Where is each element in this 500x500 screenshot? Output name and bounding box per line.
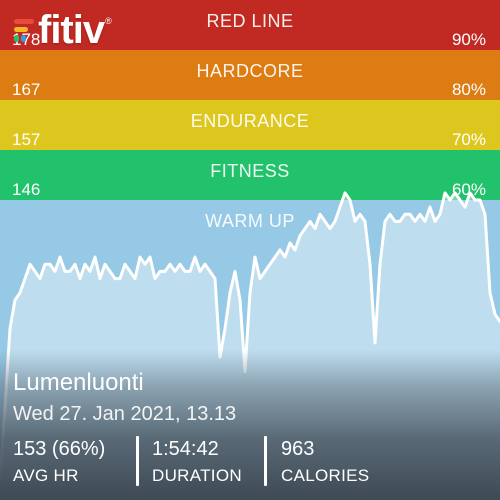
zone-text-warm-up: WARM UP — [0, 200, 500, 250]
heart-rate-line — [0, 191, 500, 481]
zone-band-red-line — [0, 0, 500, 50]
stat-calories: 963 CALORIES — [281, 438, 369, 486]
zone-text-red-line: RED LINE 178 90% — [0, 0, 500, 50]
zone-text-fitness: FITNESS 146 60% — [0, 150, 500, 200]
zone-label: WARM UP — [205, 211, 295, 231]
zone-text-hardcore: HARDCORE 167 80% — [0, 50, 500, 100]
zone-band-hardcore — [0, 50, 500, 100]
zone-label: HARDCORE — [196, 61, 304, 81]
zone-label: FITNESS — [210, 161, 290, 181]
zone-band-fitness — [0, 150, 500, 200]
zone-hr-threshold: 157 — [12, 130, 41, 149]
stat-avg-hr: 153 (66%) AVG HR — [13, 438, 105, 486]
activity-summary-panel — [0, 350, 500, 500]
fitiv-logo: fitiv ® — [12, 10, 112, 50]
zone-text-endurance: ENDURANCE 157 70% — [0, 100, 500, 150]
zone-hr-percent: 70% — [451, 130, 486, 149]
zone-hr-percent: 90% — [451, 30, 486, 49]
stat-value: 963 — [281, 438, 315, 460]
fitiv-logo-icon — [14, 19, 34, 42]
zone-hr-threshold: 167 — [12, 80, 41, 99]
stat-duration: 1:54:42 DURATION — [152, 438, 242, 486]
stat-value: 1:54:42 — [152, 438, 219, 460]
stat-value: 153 (66%) — [13, 438, 106, 460]
stat-label: DURATION — [152, 466, 242, 485]
zone-hr-percent: 60% — [451, 180, 486, 199]
activity-date: Wed 27. Jan 2021, 13.13 — [13, 403, 237, 425]
logo-wordmark: fitiv — [38, 8, 105, 52]
stat-divider — [264, 436, 267, 486]
zone-label: RED LINE — [206, 11, 294, 31]
stat-divider — [136, 436, 139, 486]
zone-hr-threshold: 178 — [12, 30, 41, 49]
stat-label: CALORIES — [281, 466, 370, 485]
zone-label: ENDURANCE — [190, 111, 310, 131]
zone-hr-percent: 80% — [451, 80, 486, 99]
zone-band-endurance — [0, 100, 500, 150]
zone-hr-threshold: 146 — [12, 180, 41, 199]
activity-name: Lumenluonti — [13, 369, 144, 396]
stat-label: AVG HR — [13, 466, 79, 485]
trademark-symbol: ® — [105, 16, 112, 26]
